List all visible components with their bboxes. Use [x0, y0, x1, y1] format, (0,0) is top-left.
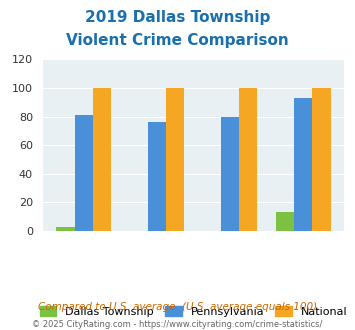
Bar: [312, 88, 331, 231]
Text: 2019 Dallas Township: 2019 Dallas Township: [85, 10, 270, 25]
Bar: [166, 88, 184, 231]
Bar: [276, 213, 294, 231]
Bar: [75, 115, 93, 231]
Bar: [239, 88, 257, 231]
Text: © 2025 CityRating.com - https://www.cityrating.com/crime-statistics/: © 2025 CityRating.com - https://www.city…: [32, 320, 323, 329]
Bar: [93, 88, 111, 231]
Text: Compared to U.S. average. (U.S. average equals 100): Compared to U.S. average. (U.S. average …: [38, 302, 317, 312]
Bar: [294, 98, 312, 231]
Bar: [56, 227, 75, 231]
Legend: Dallas Township, Pennsylvania, National: Dallas Township, Pennsylvania, National: [35, 302, 352, 321]
Bar: [221, 116, 239, 231]
Text: Violent Crime Comparison: Violent Crime Comparison: [66, 33, 289, 48]
Bar: [148, 122, 166, 231]
